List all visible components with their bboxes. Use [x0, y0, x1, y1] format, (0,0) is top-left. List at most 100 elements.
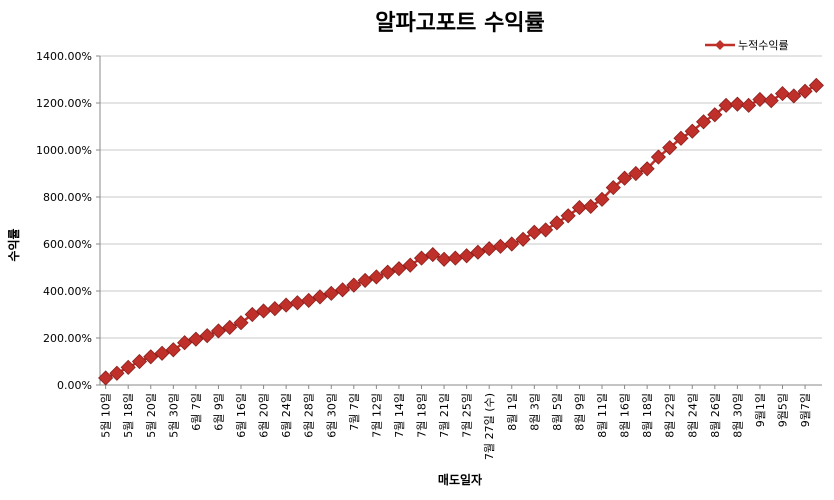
data-point [425, 247, 441, 263]
data-point [774, 86, 791, 102]
data-point [684, 123, 700, 139]
x-tick-label: 8월 22일 [663, 393, 677, 438]
data-point [459, 248, 475, 264]
data-point [741, 97, 757, 113]
data-point [312, 289, 328, 305]
x-tick-label: 7월 14일 [392, 393, 406, 438]
chart-title: 알파고포트 수익률 [375, 11, 545, 36]
x-tick-label: 5월 10일 [99, 393, 113, 438]
data-point [380, 264, 396, 280]
data-point [402, 257, 418, 273]
data-point [470, 244, 486, 260]
data-point [177, 335, 193, 351]
x-tick-label: 8월 26일 [708, 393, 722, 438]
data-point [560, 208, 576, 224]
y-tick-label: 200.00% [43, 332, 92, 345]
data-point [346, 277, 362, 293]
x-tick-label: 9월1일 [753, 393, 767, 427]
data-point [752, 91, 768, 108]
data-point [797, 83, 813, 99]
data-point [436, 251, 452, 267]
x-tick-label: 8월 1일 [505, 393, 519, 431]
x-tick-label: 8월 16일 [618, 393, 632, 438]
x-tick-label: 8월 5일 [550, 393, 564, 431]
data-point [368, 269, 384, 285]
data-point [233, 315, 249, 331]
data-point [707, 107, 723, 123]
data-point [301, 292, 317, 308]
x-tick-label: 7월 12일 [369, 393, 383, 438]
x-tick-label: 5월 18일 [121, 393, 135, 438]
data-point [650, 149, 666, 165]
y-tick-label: 1200.00% [36, 97, 92, 110]
data-point [695, 114, 712, 130]
data-point [278, 297, 294, 313]
data-point [222, 319, 238, 335]
x-tick-label: 8월 30일 [730, 393, 744, 438]
y-tick-label: 400.00% [43, 285, 92, 298]
y-tick-label: 1400.00% [36, 50, 92, 63]
data-point [538, 222, 554, 238]
y-tick-label: 800.00% [43, 191, 92, 204]
y-axis-title: 수익률 [7, 228, 21, 261]
data-point [391, 261, 407, 277]
data-point [447, 250, 463, 266]
data-point [165, 342, 181, 358]
data-point [256, 303, 272, 319]
data-point [334, 282, 351, 298]
legend-label: 누적수익률 [738, 39, 789, 52]
data-point [786, 88, 802, 104]
x-tick-label: 7월 25일 [460, 393, 474, 438]
x-tick-label: 8월 11일 [595, 393, 609, 438]
data-point [492, 238, 509, 254]
x-tick-label: 6월 28일 [302, 393, 316, 438]
x-tick-label: 6월 30일 [324, 393, 338, 438]
data-point [210, 323, 227, 339]
data-point [199, 328, 215, 344]
x-tick-label: 7월 27일 (수) [482, 393, 496, 460]
data-point [131, 353, 148, 370]
data-point [639, 161, 655, 177]
x-tick-label: 8월 9일 [572, 393, 586, 431]
data-point [154, 345, 170, 361]
x-axis-title: 매도일자 [438, 472, 482, 487]
x-tick-label: 9월7일 [798, 393, 812, 427]
data-point [143, 349, 159, 365]
data-point [357, 272, 373, 288]
data-point [763, 93, 779, 109]
x-tick-label: 9월5일 [776, 393, 790, 427]
data-point [188, 331, 204, 347]
data-point [617, 170, 633, 186]
data-point [662, 140, 678, 156]
x-tick-label: 5월 20일 [144, 393, 158, 438]
data-point [109, 365, 125, 381]
data-point [323, 285, 339, 301]
y-tick-label: 1000.00% [36, 144, 92, 157]
data-point [98, 370, 114, 386]
x-tick-label: 6월 9일 [211, 393, 225, 431]
data-point [413, 250, 430, 266]
data-point [120, 359, 136, 375]
x-tick-label: 6월 20일 [257, 393, 271, 438]
data-point [526, 224, 542, 240]
data-point [571, 200, 588, 216]
x-tick-label: 8월 18일 [640, 393, 654, 438]
data-point [594, 191, 610, 207]
data-point [504, 236, 520, 252]
data-point [244, 306, 260, 323]
data-point [718, 97, 734, 113]
x-tick-label: 7월 7일 [347, 393, 361, 431]
data-point [729, 96, 745, 112]
data-point [267, 301, 283, 317]
data-point [808, 77, 824, 93]
data-point [673, 130, 689, 146]
data-point [515, 231, 531, 247]
x-tick-label: 8월 3일 [527, 393, 541, 431]
data-point [583, 198, 599, 214]
legend-marker [715, 40, 725, 50]
data-point [549, 215, 565, 231]
data-point [628, 165, 644, 182]
y-tick-label: 0.00% [57, 379, 92, 392]
x-tick-label: 7월 21일 [437, 393, 451, 438]
